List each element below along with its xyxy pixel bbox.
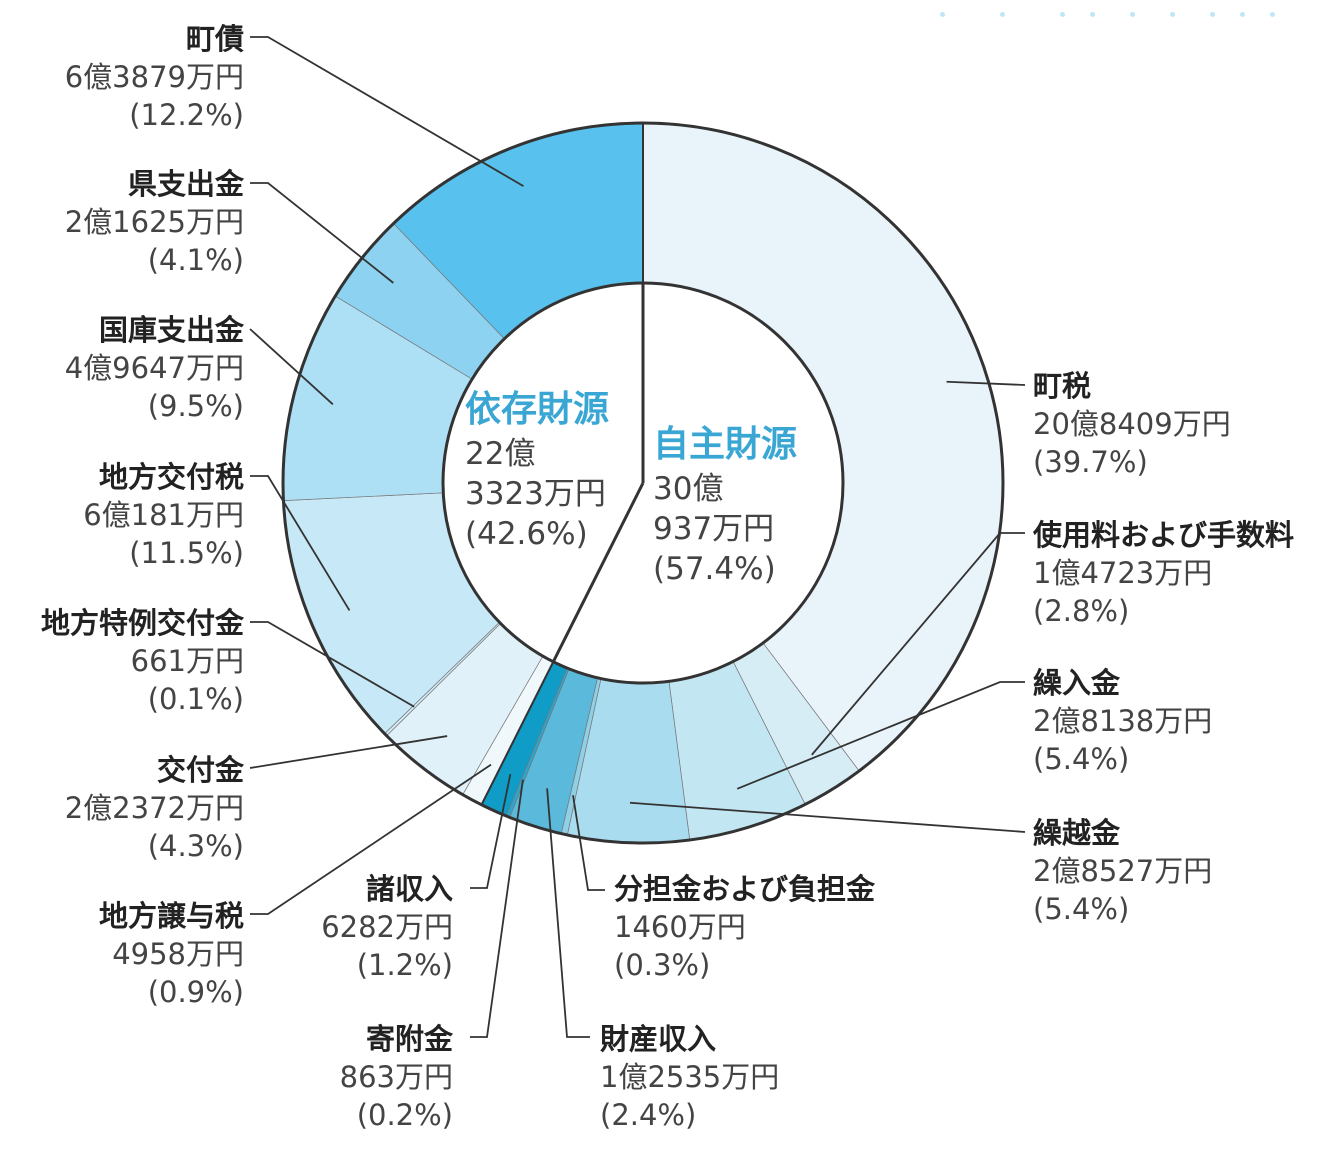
slice-pct: (5.4%) [1033,742,1130,776]
group-amount: 30億 [653,471,724,507]
slice-amount: 2億8138万円 [1033,704,1213,738]
decorative-dot [1060,12,1065,17]
decorative-dot [1170,12,1175,17]
slice-name: 使用料および手数料 [1033,518,1295,552]
slice-name: 地方譲与税 [98,899,244,933]
group-amount-2: 3323万円 [465,476,606,512]
slice-label-transfers: 繰入金 2億8138万円 (5.4%) [1033,664,1212,778]
group-divider-line [551,482,645,663]
slice-pct: (11.5%) [129,536,244,570]
slice-pct: (0.1%) [147,682,244,716]
slice-label-local-allocation-tax: 地方交付税 6億181万円 (11.5%) [83,458,244,572]
slice-label-usage-fees: 使用料および手数料 1億4723万円 (2.8%) [1033,516,1294,630]
slice-pct: (39.7%) [1033,445,1148,479]
slice-label-donations: 寄附金 863万円 (0.2%) [340,1020,453,1134]
slice-amount: 6億181万円 [83,498,244,532]
decorative-dot [1090,12,1095,17]
slice-pct: (0.9%) [147,975,244,1009]
decorative-dots [940,12,1280,18]
slice-pct: (12.2%) [129,98,244,132]
slice-label-property-income: 財産収入 1億2535万円 (2.4%) [600,1020,779,1134]
slice-name: 町税 [1033,369,1092,403]
slice-label-misc-income: 諸収入 6282万円 (1.2%) [321,870,453,984]
leader-line [250,36,524,187]
slice-pct: (0.2%) [356,1098,453,1132]
slice-pct: (0.3%) [614,948,711,982]
leader-line [736,681,1025,790]
leader-line [946,380,1026,386]
slice-pct: (4.3%) [147,829,244,863]
slice-amount: 863万円 [339,1060,453,1094]
slice-label-grants: 交付金 2億2372万円 (4.3%) [65,751,244,865]
slice-amount: 661万円 [130,644,244,678]
slice-amount: 20億8409万円 [1033,407,1231,441]
leader-line [470,774,512,889]
slice-pct: (2.8%) [1033,594,1130,628]
slice-amount: 6億3879万円 [64,60,244,94]
slice-amount: 1億4723万円 [1033,556,1213,590]
leader-line [546,788,590,1038]
decorative-dot [1270,12,1275,17]
slice-pct: (5.4%) [1033,892,1130,926]
slice-name: 地方交付税 [98,460,244,494]
slice-amount: 2億1625万円 [64,205,244,239]
slice-amount: 1億2535万円 [600,1060,780,1094]
slice-pct: (2.4%) [600,1098,697,1132]
leader-line [249,735,448,769]
group-pct: (57.4%) [653,551,776,587]
slice-label-special-grants: 地方特例交付金 661万円 (0.1%) [41,604,244,718]
leader-line [250,182,394,284]
slice-name: 県支出金 [127,167,244,201]
slice-label-carryover: 繰越金 2億8527万円 (5.4%) [1033,814,1212,928]
leader-line [250,763,492,915]
slice-name: 繰越金 [1033,816,1121,850]
slice-label-local-transfer-tax: 地方譲与税 4958万円 (0.9%) [99,897,244,1011]
slice-pct: (4.1%) [147,243,244,277]
decorative-dot [1130,12,1135,17]
slice-pct: (9.5%) [147,389,244,423]
slice-amount: 4億9647万円 [64,351,244,385]
group-amount: 22億 [465,436,536,472]
decorative-dot [940,12,945,17]
group-title: 依存財源 [465,389,610,430]
leader-line [572,795,605,891]
slice-amount: 6282万円 [321,910,453,944]
decorative-dot [1000,12,1005,17]
slice-label-national-subsidy: 国庫支出金 4億9647万円 (9.5%) [65,311,244,425]
slice-name: 国庫支出金 [98,313,244,347]
leader-line [249,328,334,405]
slice-name: 財産収入 [600,1022,717,1056]
decorative-dot [1240,12,1245,17]
leader-line [250,475,351,611]
slice-name: 諸収入 [365,872,453,906]
group-pct: (42.6%) [465,516,588,552]
slice-amount: 2億2372万円 [64,791,244,825]
slice-label-town-tax: 町税 20億8409万円 (39.7%) [1033,367,1231,481]
slice-label-town-bonds: 町債 6億3879万円 (12.2%) [65,20,244,134]
group-divider-ring-line [480,661,555,806]
group-title: 自主財源 [653,424,798,465]
group-label-own: 自主財源 30億 937万円 (57.4%) [653,425,797,589]
slice-pct: (1.2%) [356,948,453,982]
slice-amount: 2億8527万円 [1033,854,1213,888]
slice-name: 寄附金 [365,1022,453,1056]
leader-line [629,801,1026,833]
leader-line [250,621,415,708]
slice-name: 交付金 [156,753,244,787]
slice-label-prefectural-subsidy: 県支出金 2億1625万円 (4.1%) [65,165,244,279]
slice-label-contributions: 分担金および負担金 1460万円 (0.3%) [614,870,875,984]
group-label-dependent: 依存財源 22億 3323万円 (42.6%) [465,390,609,554]
leader-line [470,779,524,1038]
leader-line [811,532,1025,756]
slice-name: 分担金および負担金 [614,872,876,906]
group-amount-2: 937万円 [653,511,775,547]
slice-amount: 1460万円 [614,910,746,944]
slice-amount: 4958万円 [112,937,244,971]
slice-name: 町債 [185,22,244,56]
decorative-dot [1210,12,1215,17]
slice-name: 繰入金 [1033,666,1121,700]
slice-name: 地方特例交付金 [40,606,244,640]
